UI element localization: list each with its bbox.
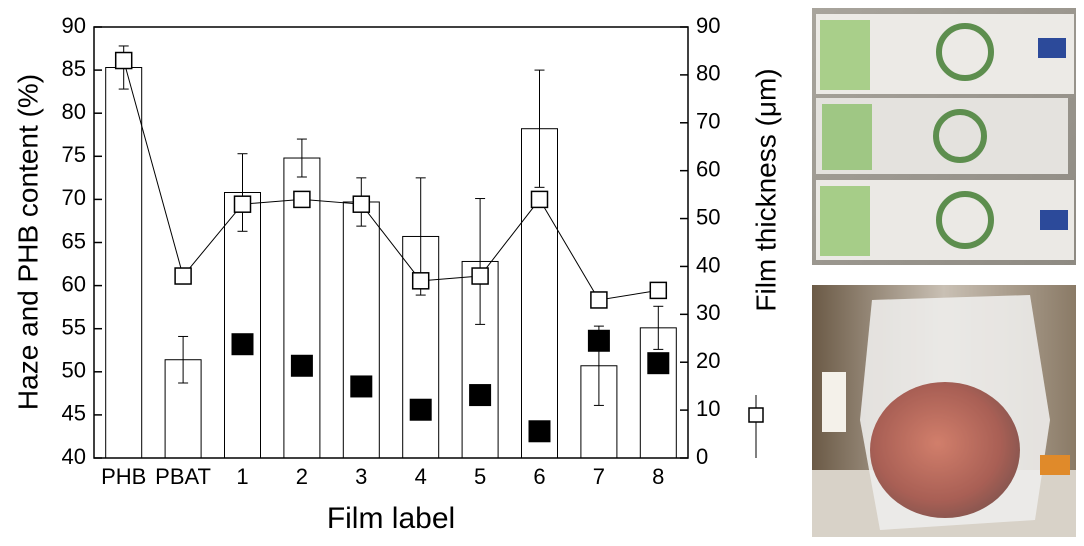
y-tick-label: 50 xyxy=(62,358,86,383)
marker xyxy=(290,354,313,377)
marker xyxy=(528,420,551,443)
marker xyxy=(174,267,192,285)
error-bar xyxy=(178,335,189,384)
y2-tick-label: 0 xyxy=(696,444,708,469)
marker xyxy=(293,190,311,209)
y2-tick-label: 60 xyxy=(696,156,720,181)
y-tick-label: 90 xyxy=(62,13,86,38)
marker xyxy=(231,333,254,356)
marker xyxy=(530,190,549,209)
marker xyxy=(411,272,430,290)
x-tick-label: 3 xyxy=(355,464,367,489)
y-axis-label: Haze and PHB content (%) xyxy=(12,74,43,410)
marker xyxy=(469,384,492,407)
y-tick-label: 65 xyxy=(62,228,86,253)
error-bar xyxy=(237,153,248,232)
marker xyxy=(587,329,610,352)
y2-tick-label: 50 xyxy=(696,204,720,229)
y2-tick-label: 40 xyxy=(696,252,720,277)
x-tick-label: 2 xyxy=(296,464,308,489)
y2-tick-label: 80 xyxy=(696,61,720,86)
x-tick-label: 5 xyxy=(474,464,486,489)
error-bar xyxy=(475,198,486,325)
marker xyxy=(647,352,670,375)
marker xyxy=(350,375,373,398)
x-tick-label: PHB xyxy=(101,464,146,489)
y2-tick-label: 70 xyxy=(696,109,720,134)
bar xyxy=(342,201,380,459)
y-tick-label: 55 xyxy=(62,315,86,340)
y2-tick-label: 10 xyxy=(696,396,720,421)
marker xyxy=(114,51,133,70)
y2-tick-label: 90 xyxy=(696,13,720,38)
marker xyxy=(649,281,668,300)
error-bar xyxy=(296,138,307,178)
y-tick-label: 40 xyxy=(62,444,86,469)
marker xyxy=(352,195,371,213)
marker xyxy=(409,398,432,421)
x-tick-label: 7 xyxy=(593,464,605,489)
error-bar xyxy=(653,305,664,350)
y-tick-label: 80 xyxy=(62,99,86,124)
y-tick-label: 60 xyxy=(62,271,86,296)
line xyxy=(123,60,659,301)
x-axis-label: Film label xyxy=(327,502,455,535)
legend-symbol xyxy=(748,395,764,458)
y2-tick-label: 30 xyxy=(696,300,720,325)
marker xyxy=(471,267,489,285)
error-bar xyxy=(534,69,545,188)
y-tick-label: 85 xyxy=(62,56,86,81)
x-tick-label: 1 xyxy=(236,464,248,489)
x-tick-label: 4 xyxy=(415,464,427,489)
marker xyxy=(233,195,252,213)
y-tick-label: 70 xyxy=(62,185,86,210)
bar xyxy=(224,192,261,459)
x-tick-label: 6 xyxy=(533,464,545,489)
x-tick-label: 8 xyxy=(652,464,664,489)
packaging-photo xyxy=(812,8,1076,265)
y-tick-label: 45 xyxy=(62,401,86,426)
y-tick-label: 75 xyxy=(62,142,86,167)
y2-tick-label: 20 xyxy=(696,348,720,373)
marker xyxy=(590,291,608,309)
bar xyxy=(105,67,143,459)
x-tick-label: PBAT xyxy=(155,464,211,489)
y2-axis-label: Film thickness (μm) xyxy=(750,68,781,311)
tomato-bag-photo xyxy=(812,285,1076,537)
